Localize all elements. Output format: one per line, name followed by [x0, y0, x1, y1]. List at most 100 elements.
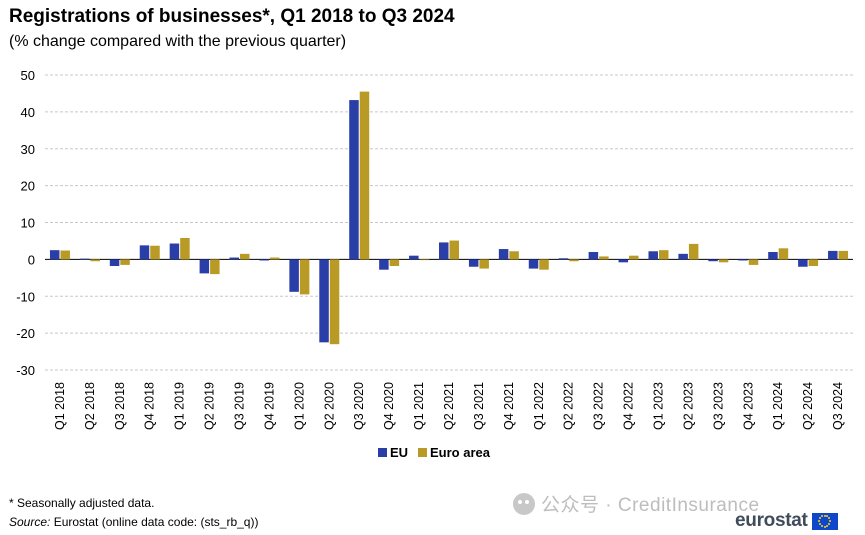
x-tick-label: Q3 2020 — [352, 382, 366, 430]
x-tick-label: Q2 2020 — [322, 382, 336, 430]
x-tick-label: Q1 2024 — [771, 382, 785, 430]
bar-euro-area — [838, 250, 849, 260]
bar-eu — [648, 251, 658, 260]
bar-eu — [319, 259, 329, 343]
bar-euro-area — [539, 259, 549, 270]
x-tick-label: Q3 2022 — [592, 382, 606, 430]
x-tick-label: Q4 2018 — [143, 382, 157, 430]
bar-eu — [199, 259, 210, 274]
bar-eu — [738, 259, 748, 261]
x-tick-label: Q4 2019 — [262, 382, 276, 430]
bar-euro-area — [449, 240, 459, 260]
bar-eu — [409, 255, 419, 260]
x-tick-label: Q3 2023 — [711, 382, 725, 430]
bar-euro-area — [90, 259, 100, 262]
y-tick-label: 20 — [21, 179, 35, 194]
bar-euro-area — [808, 259, 819, 267]
bar-euro-area — [180, 237, 190, 260]
bar-euro-area — [748, 259, 759, 265]
x-tick-label: Q2 2023 — [681, 382, 695, 430]
bar-eu — [798, 259, 808, 267]
y-tick-label: -10 — [16, 289, 35, 304]
bar-eu — [618, 259, 629, 263]
x-tick-label: Q3 2021 — [472, 382, 486, 430]
x-tick-label: Q2 2018 — [83, 382, 97, 430]
bar-euro-area — [150, 245, 160, 260]
x-tick-label: Q3 2018 — [113, 382, 127, 430]
x-tick-label: Q4 2021 — [502, 382, 516, 430]
bar-euro-area — [479, 259, 489, 269]
bar-euro-area — [299, 259, 310, 295]
bar-eu — [289, 259, 299, 292]
bar-eu — [229, 257, 240, 260]
bar-eu — [49, 250, 60, 260]
bar-euro-area — [269, 257, 280, 260]
x-tick-label: Q2 2021 — [442, 382, 456, 430]
y-tick-label: 0 — [28, 252, 35, 267]
x-tick-label: Q3 2024 — [831, 382, 845, 430]
watermark: 公众号 · CreditInsurance — [513, 490, 760, 517]
source-text: Eurostat (online data code: (sts_rb_q)) — [50, 515, 259, 529]
bar-eu — [828, 250, 838, 260]
bar-eu — [468, 259, 479, 267]
x-tick-label: Q1 2021 — [412, 382, 426, 430]
chart-title: Registrations of businesses*, Q1 2018 to… — [9, 6, 455, 27]
x-tick-label: Q2 2024 — [801, 382, 815, 430]
x-tick-label: Q1 2019 — [173, 382, 187, 430]
bar-euro-area — [599, 256, 609, 260]
footnote: * Seasonally adjusted data. — [9, 496, 155, 510]
bar-eu — [79, 258, 90, 260]
x-tick-label: Q2 2019 — [203, 382, 217, 430]
x-tick-label: Q1 2020 — [292, 382, 306, 430]
bar-euro-area — [120, 259, 130, 265]
bar-euro-area — [329, 259, 340, 345]
logo-text: eurostat — [735, 510, 808, 531]
bar-eu — [439, 242, 449, 260]
y-tick-label: 30 — [21, 142, 35, 157]
x-tick-label: Q3 2019 — [233, 382, 247, 430]
eurostat-logo: eurostat — [735, 510, 838, 532]
x-tick-label: Q2 2022 — [562, 382, 576, 430]
bar-eu — [558, 258, 569, 260]
legend-swatch-euro-area — [418, 448, 427, 457]
bar-eu — [109, 259, 120, 267]
bar-eu — [259, 259, 269, 261]
bar-euro-area — [240, 253, 250, 260]
bar-eu — [349, 100, 359, 260]
legend-label-eu: EU — [390, 445, 408, 460]
bar-euro-area — [60, 250, 70, 260]
bar-euro-area — [210, 259, 220, 275]
y-tick-label: 50 — [21, 68, 35, 83]
y-tick-label: -20 — [16, 326, 35, 341]
y-tick-label: -30 — [16, 363, 35, 378]
bar-eu — [678, 253, 688, 260]
x-tick-label: Q4 2020 — [382, 382, 396, 430]
bar-eu — [498, 249, 509, 260]
bar-eu — [588, 252, 599, 260]
bar-eu — [139, 245, 150, 260]
bar-euro-area — [688, 243, 699, 260]
chart-subtitle: (% change compared with the previous qua… — [9, 33, 347, 50]
x-tick-label: Q4 2022 — [622, 382, 636, 430]
legend-label-euro-area: Euro area — [430, 445, 491, 460]
x-tick-label: Q1 2023 — [651, 382, 665, 430]
eu-flag-icon — [811, 512, 838, 530]
y-tick-label: 10 — [21, 216, 35, 231]
bar-euro-area — [778, 248, 789, 260]
x-tick-label: Q4 2023 — [741, 382, 755, 430]
legend-swatch-eu — [378, 448, 387, 457]
bar-euro-area — [359, 91, 370, 260]
bar-eu — [379, 259, 389, 270]
y-tick-label: 40 — [21, 105, 35, 120]
x-tick-label: Q1 2018 — [53, 382, 67, 430]
bar-euro-area — [509, 251, 519, 260]
source-label: Source: — [9, 515, 51, 529]
bar-euro-area — [419, 259, 430, 261]
bar-euro-area — [629, 255, 639, 260]
bar-eu — [169, 243, 180, 260]
bar-euro-area — [389, 259, 400, 267]
source-line: Source: Eurostat (online data code: (sts… — [9, 515, 258, 529]
bar-euro-area — [718, 259, 729, 263]
bar-eu — [768, 252, 778, 260]
watermark-text: 公众号 · CreditInsurance — [541, 495, 760, 516]
